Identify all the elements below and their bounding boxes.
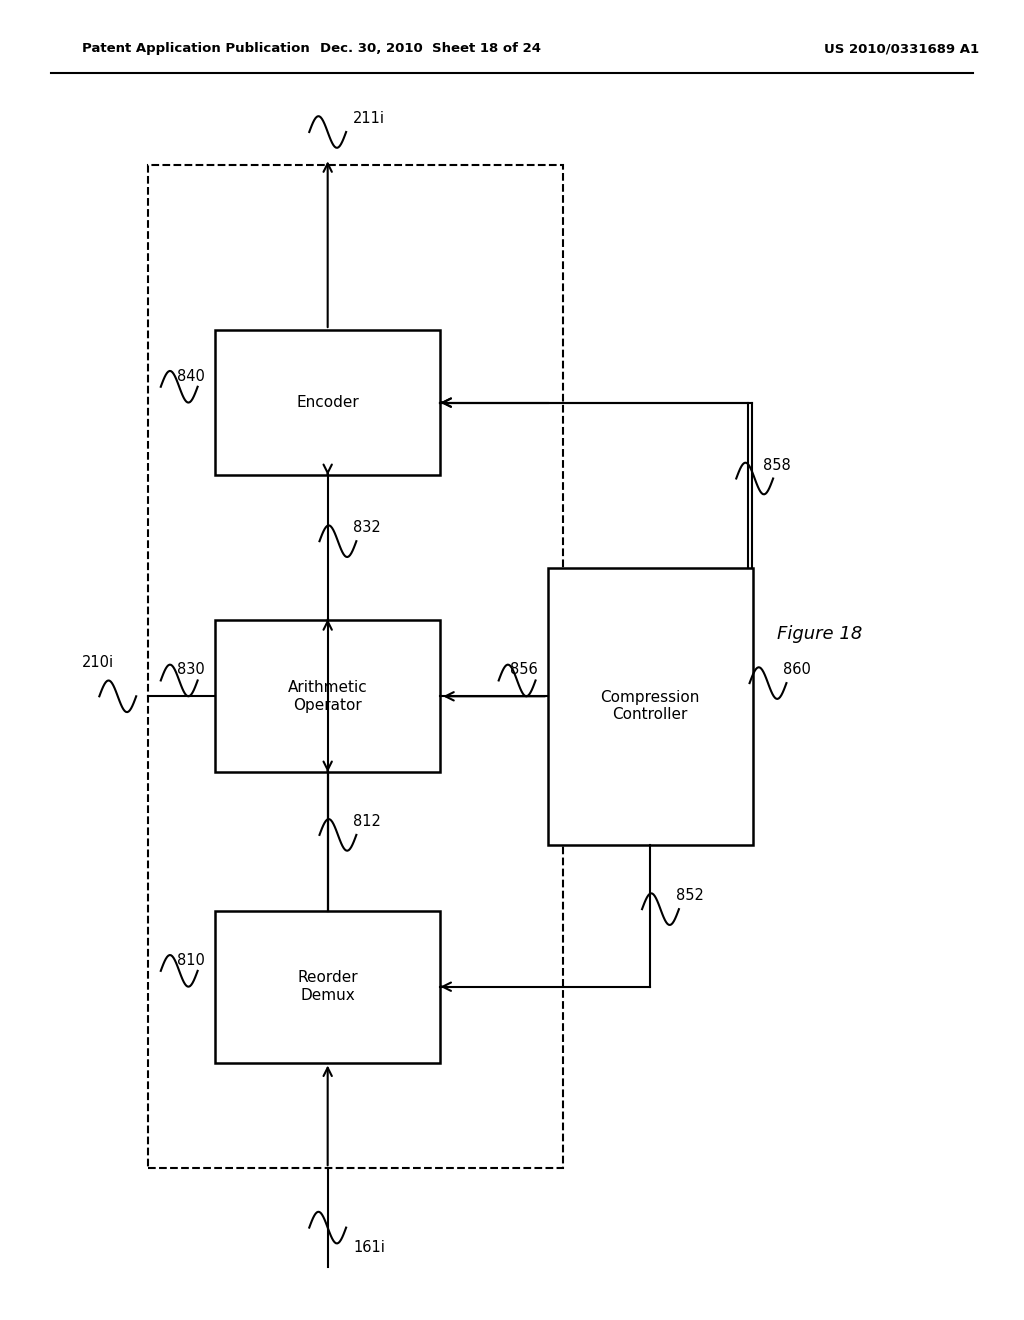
Text: Arithmetic
Operator: Arithmetic Operator xyxy=(288,680,368,713)
Text: 832: 832 xyxy=(353,520,381,536)
Text: 860: 860 xyxy=(783,663,811,677)
Text: 830: 830 xyxy=(177,663,205,677)
Text: 812: 812 xyxy=(353,814,381,829)
Text: 210i: 210i xyxy=(82,655,114,671)
Text: 211i: 211i xyxy=(353,111,385,127)
FancyBboxPatch shape xyxy=(215,911,440,1063)
Text: 856: 856 xyxy=(510,663,538,677)
Text: Compression
Controller: Compression Controller xyxy=(600,690,700,722)
Text: 840: 840 xyxy=(177,368,205,384)
FancyBboxPatch shape xyxy=(548,568,753,845)
Text: 161i: 161i xyxy=(353,1239,385,1255)
Text: Patent Application Publication: Patent Application Publication xyxy=(82,42,309,55)
Text: 858: 858 xyxy=(763,458,791,473)
Text: 852: 852 xyxy=(676,888,703,903)
FancyBboxPatch shape xyxy=(215,330,440,475)
FancyBboxPatch shape xyxy=(215,620,440,772)
Text: Figure 18: Figure 18 xyxy=(776,624,862,643)
Text: Dec. 30, 2010  Sheet 18 of 24: Dec. 30, 2010 Sheet 18 of 24 xyxy=(319,42,541,55)
Text: 810: 810 xyxy=(177,953,205,968)
Text: US 2010/0331689 A1: US 2010/0331689 A1 xyxy=(823,42,979,55)
Text: Encoder: Encoder xyxy=(296,395,359,411)
Text: Reorder
Demux: Reorder Demux xyxy=(297,970,358,1003)
